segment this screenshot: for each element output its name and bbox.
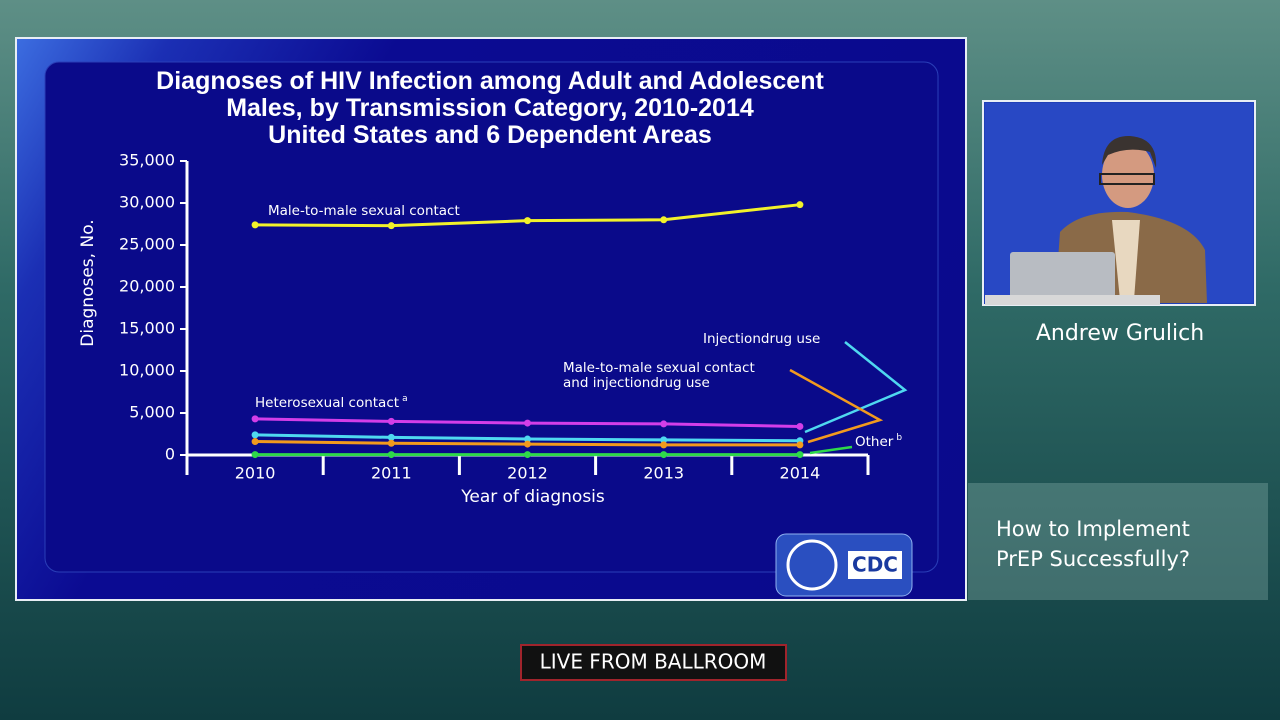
y-tick-label: 10,000 (119, 361, 175, 380)
x-tick-label: 2010 (235, 464, 276, 483)
data-point (796, 451, 804, 459)
speaker-glasses (1099, 173, 1155, 185)
series-label-line: Male-to-male sexual contact (563, 360, 755, 376)
logo (775, 533, 913, 597)
x-tick-label: 2014 (780, 464, 821, 483)
series-label: Male-to-male sexual contact and injection… (563, 360, 755, 391)
data-point (796, 201, 804, 209)
session-title: How to Implement PrEP Successfully? (996, 517, 1191, 571)
data-point (251, 438, 259, 446)
y-tick-label: 35,000 (119, 151, 175, 170)
data-point (660, 420, 668, 428)
laptop (1010, 252, 1115, 298)
data-point (251, 221, 259, 229)
series-label-note: a (402, 394, 408, 404)
data-point (251, 415, 259, 423)
session-panel (968, 483, 1268, 600)
y-tick-label: 0 (165, 445, 175, 464)
data-point (251, 431, 259, 439)
label-arrow (789, 368, 884, 444)
series-label-text: Heterosexual contact (255, 395, 399, 411)
logo-box (848, 551, 902, 579)
x-tick-label: 2011 (371, 464, 412, 483)
y-axis-label: Diagnoses, No. (78, 219, 98, 346)
chart-title: Diagnoses of HIV Infection among Adult a… (156, 67, 824, 149)
label-arrow (809, 445, 853, 455)
series-label-line: and injectiondrug use (563, 375, 710, 391)
series-label-text: Injectiondrug use (703, 331, 820, 347)
data-point (387, 417, 395, 425)
banner-box (520, 644, 787, 681)
series-label: Other b (855, 433, 902, 451)
data-point (387, 439, 395, 447)
y-tick-label: 15,000 (119, 319, 175, 338)
y-tick-label: 30,000 (119, 193, 175, 212)
logo-seal (786, 539, 838, 591)
series-label: Heterosexual contact a (255, 394, 408, 412)
y-tick-label: 5,000 (129, 403, 175, 422)
data-point (524, 435, 531, 443)
lectern (985, 295, 1160, 305)
series-label: Male-to-male sexual contact (268, 203, 460, 219)
data-point (251, 451, 259, 459)
data-point (387, 433, 395, 441)
data-point (524, 440, 531, 448)
series-label-text: Other (855, 434, 894, 450)
speaker-shirt (1112, 220, 1140, 300)
data-point (387, 222, 395, 230)
data-point (660, 216, 668, 224)
y-tick-label: 20,000 (119, 277, 175, 296)
data-point (524, 451, 531, 459)
x-tick-label: 2012 (507, 464, 548, 483)
speaker-hair (1102, 135, 1157, 168)
series-label-text: Male-to-male sexual contact (268, 203, 460, 219)
data-point (524, 419, 531, 427)
data-point (660, 441, 668, 449)
banner: LIVE FROM BALLROOM (540, 650, 767, 674)
data-point (796, 441, 804, 449)
x-tick-label: 2013 (643, 464, 684, 483)
x-axis-label: Year of diagnosis (460, 487, 605, 507)
series-label: Injectiondrug use (703, 331, 820, 347)
data-point (796, 422, 804, 430)
logo-text: CDC (852, 553, 898, 577)
y-tick-label: 25,000 (119, 235, 175, 254)
data-point (387, 451, 395, 459)
series-label-note: b (896, 433, 902, 443)
data-point (524, 217, 531, 225)
label-arrow (804, 341, 908, 434)
data-point (660, 436, 668, 444)
data-point (660, 451, 668, 459)
speaker-name: Andrew Grulich (1036, 321, 1204, 346)
